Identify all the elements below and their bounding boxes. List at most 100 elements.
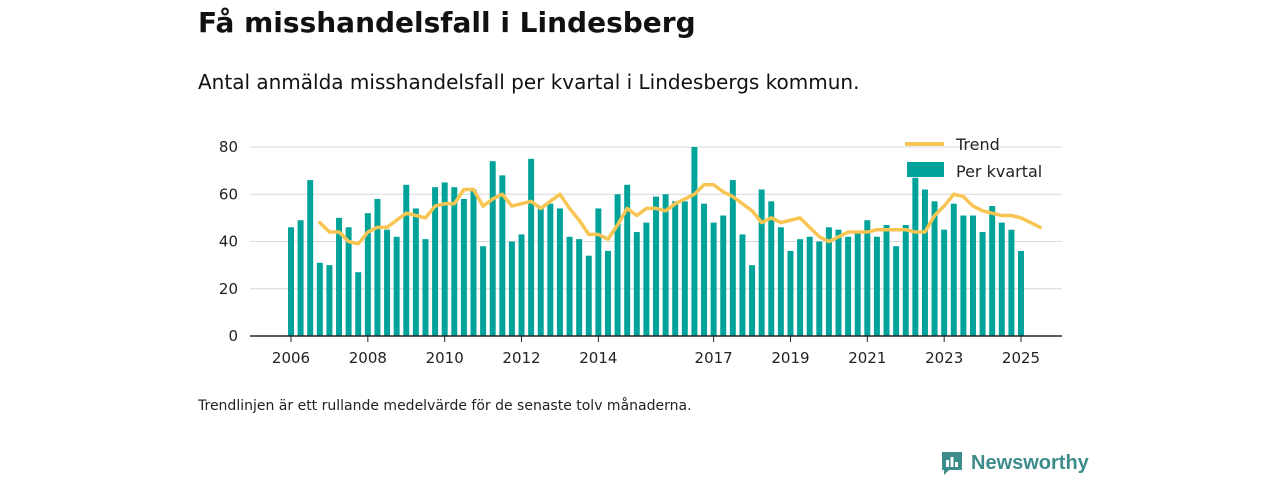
chart-subtitle: Antal anmälda misshandelsfall per kvarta… <box>198 70 860 94</box>
y-tick-label: 40 <box>219 233 238 251</box>
bar <box>460 198 467 336</box>
bar <box>288 227 294 336</box>
y-tick-label: 0 <box>228 327 238 345</box>
bar <box>825 227 832 336</box>
x-tick-label: 2025 <box>1002 349 1040 367</box>
bar <box>441 182 448 336</box>
newsworthy-logo-icon <box>942 452 962 475</box>
bar <box>614 194 621 336</box>
bar <box>989 206 996 336</box>
y-tick-label: 20 <box>219 280 238 298</box>
bar <box>374 198 381 336</box>
bar <box>950 203 957 336</box>
bar <box>787 250 794 336</box>
bar <box>336 217 343 337</box>
bar <box>902 224 909 336</box>
bar <box>873 236 880 336</box>
x-tick-label: 2023 <box>925 349 963 367</box>
legend-trend-label: Trend <box>955 135 1000 154</box>
bar <box>633 232 640 336</box>
bar <box>912 177 919 336</box>
bar <box>710 222 717 336</box>
bar <box>307 180 314 336</box>
x-tick-label: 2014 <box>579 349 617 367</box>
bar <box>576 239 583 336</box>
x-tick-label: 2010 <box>426 349 464 367</box>
legend: Trend Per kvartal <box>905 135 1042 181</box>
bar <box>806 236 813 336</box>
bar <box>941 229 948 336</box>
bar <box>845 236 852 336</box>
bar <box>537 208 544 336</box>
bar <box>691 147 698 336</box>
x-tick-label: 2008 <box>349 349 387 367</box>
bar <box>970 215 976 336</box>
bar <box>547 203 554 336</box>
bar <box>681 201 688 336</box>
bar <box>605 250 611 336</box>
y-tick-labels: 0 20 40 60 80 <box>219 138 238 345</box>
bar <box>797 239 804 336</box>
bar <box>758 189 765 336</box>
bar <box>384 229 391 336</box>
x-tick-label: 2021 <box>848 349 886 367</box>
bar <box>931 201 938 336</box>
bar <box>883 224 890 336</box>
chart-title: Få misshandelsfall i Lindesberg <box>198 6 696 39</box>
bar <box>701 203 708 336</box>
y-tick-label: 60 <box>219 185 238 203</box>
bar <box>508 241 515 336</box>
bar <box>355 272 362 336</box>
x-ticks: 2006 2008 2010 2012 2014 2017 2019 2021 2023 2025 <box>272 336 1040 367</box>
bar-series <box>288 147 1024 337</box>
bar <box>979 232 986 336</box>
bar <box>422 239 429 336</box>
bar <box>412 208 419 336</box>
x-tick-label: 2012 <box>502 349 540 367</box>
bar <box>921 189 928 336</box>
bar <box>662 194 669 336</box>
bar <box>749 265 756 337</box>
bar <box>528 158 535 336</box>
x-tick-label: 2006 <box>272 349 310 367</box>
legend-bar-label: Per kvartal <box>956 162 1042 181</box>
bar <box>403 184 410 336</box>
bar <box>595 208 602 336</box>
bar <box>777 227 784 336</box>
bar <box>566 236 573 336</box>
bar <box>345 227 352 336</box>
legend-bar-swatch <box>907 162 944 177</box>
bar <box>297 220 304 336</box>
bar <box>739 234 746 336</box>
bar <box>432 187 439 336</box>
brand-logo[interactable]: Newsworthy <box>940 450 1089 476</box>
y-tick-label: 80 <box>219 138 238 156</box>
bar <box>720 215 727 336</box>
bar <box>768 201 775 336</box>
bar <box>451 187 458 336</box>
bar <box>499 175 506 336</box>
bar <box>480 246 487 336</box>
bar <box>854 232 861 336</box>
bar <box>893 246 900 336</box>
bar <box>470 189 477 336</box>
bar <box>816 241 823 336</box>
bar <box>585 255 592 336</box>
bar <box>518 234 525 336</box>
x-tick-label: 2019 <box>771 349 809 367</box>
bar <box>960 215 967 336</box>
bar <box>489 161 496 336</box>
bar <box>729 180 736 336</box>
bar <box>393 236 400 336</box>
x-tick-label: 2017 <box>695 349 733 367</box>
bar <box>864 220 871 336</box>
bar <box>998 222 1005 336</box>
brand-name: Newsworthy <box>971 451 1089 474</box>
trend-line <box>318 183 1042 246</box>
bar <box>1008 229 1015 336</box>
bar <box>672 201 679 336</box>
bar <box>326 265 333 337</box>
bar <box>556 208 563 336</box>
bar <box>653 196 659 336</box>
